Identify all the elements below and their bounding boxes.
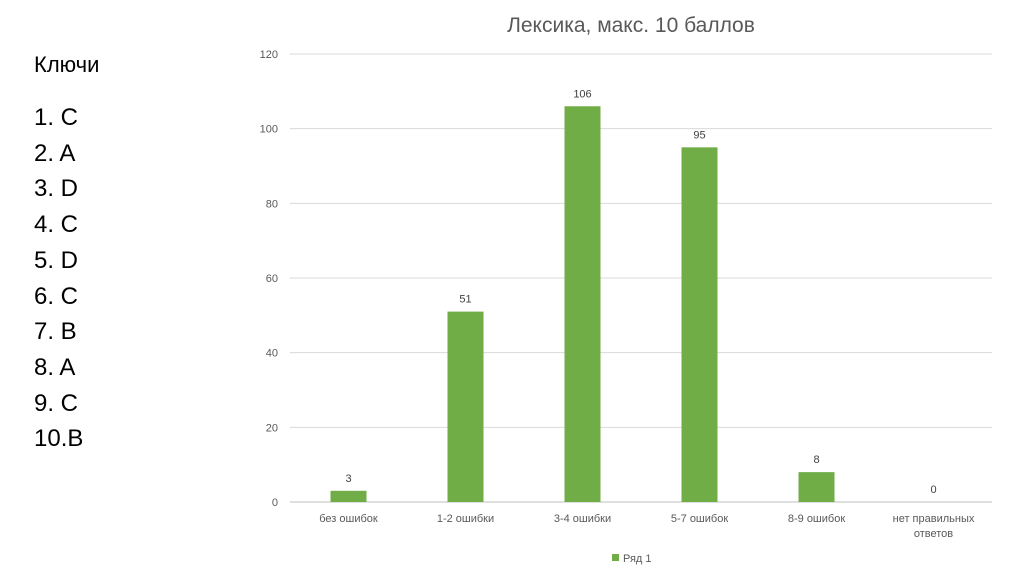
answer-keys-panel: Ключи 1. C 2. A 3. D 4. C 5. D 6. C 7. B… (34, 50, 234, 457)
data-label: 3 (345, 473, 351, 485)
legend-swatch (612, 554, 619, 561)
x-tick-label: 8-9 ошибок (788, 513, 845, 525)
y-axis-ticks: 0 20 40 60 80 100 120 (260, 49, 278, 509)
data-labels: 3 51 106 95 8 0 (345, 88, 936, 496)
x-tick-label: нет правильных ответов (893, 513, 975, 540)
key-item: 1. C (34, 104, 79, 131)
key-item: 10.B (34, 425, 84, 453)
bar-chart: Лексика, макс. 10 баллов 0 20 40 60 80 100 120… (240, 0, 1024, 576)
y-tick-label: 60 (266, 273, 278, 285)
keys-list: 1. C 2. A 3. D 4. C 5. D 6. C 7. B 8. A … (34, 100, 234, 457)
y-tick-label: 120 (260, 49, 278, 61)
y-tick-label: 100 (260, 124, 278, 136)
x-tick-label: 3-4 ошибки (554, 513, 611, 525)
data-label: 8 (813, 454, 819, 466)
data-label: 95 (693, 129, 705, 141)
x-axis-ticks: без ошибок 1-2 ошибки 3-4 ошибки 5-7 ошибок… (319, 513, 975, 540)
y-tick-label: 20 (266, 422, 278, 434)
key-item: 3. D (34, 175, 79, 203)
bar (330, 490, 367, 502)
bar (681, 147, 718, 503)
x-tick-label: 5-7 ошибок (671, 513, 728, 525)
bar-series (330, 106, 835, 503)
key-item: 6. C (34, 282, 79, 310)
data-label: 0 (930, 484, 936, 496)
bar (798, 472, 835, 502)
bar-chart-svg: Лексика, макс. 10 баллов 020406080100120… (260, 14, 992, 565)
data-label: 51 (459, 294, 471, 306)
key-item: 7. B (34, 318, 77, 346)
bar (447, 311, 484, 502)
x-tick-label: без ошибок (319, 513, 378, 525)
gridlines (290, 53, 992, 503)
y-tick-label: 80 (266, 198, 278, 210)
key-item: 9. C (34, 389, 79, 417)
y-tick-label: 0 (272, 497, 278, 509)
data-label: 106 (573, 88, 591, 100)
key-item: 8. A (34, 353, 76, 381)
keys-title: Ключи (34, 52, 100, 77)
chart-title: Лексика, макс. 10 баллов (507, 14, 755, 37)
key-item: 4. C (34, 211, 79, 239)
legend-label: Ряд 1 (623, 553, 652, 565)
y-tick-label: 40 (266, 348, 278, 360)
key-item: 2. A (34, 139, 76, 167)
legend: Ряд 1 (612, 553, 652, 565)
x-tick-label: 1-2 ошибки (437, 513, 494, 525)
bar (564, 106, 601, 503)
key-item: 5. D (34, 246, 79, 274)
